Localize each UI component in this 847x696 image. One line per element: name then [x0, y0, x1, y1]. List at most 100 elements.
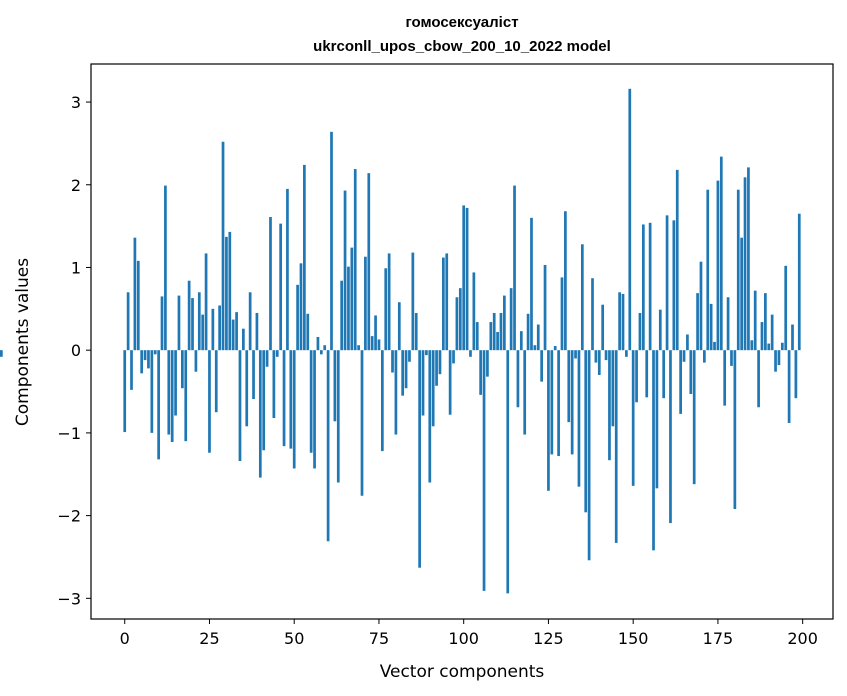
bar-53: [303, 164, 306, 351]
bar-128: [557, 350, 560, 457]
bar-178: [726, 297, 730, 351]
plot-frame: [90, 63, 834, 620]
bar-168: [692, 350, 696, 485]
bar-152: [638, 312, 642, 351]
y-tick-label: 3: [71, 93, 81, 112]
bar-81: [397, 302, 401, 351]
bar-0: [123, 350, 127, 433]
bar-108: [489, 322, 493, 351]
bar-90: [428, 350, 432, 483]
bar-61: [330, 131, 333, 351]
bar-3: [133, 237, 137, 351]
bar-115: [513, 185, 516, 351]
bar-149: [628, 88, 632, 351]
bar-184: [747, 167, 750, 351]
bar-94: [442, 257, 445, 351]
bar-64: [340, 280, 344, 351]
bar-84: [408, 350, 411, 362]
bar-32: [231, 319, 235, 351]
bar-49: [289, 350, 293, 449]
bar-56: [313, 350, 316, 469]
bar-180: [733, 350, 737, 509]
bar-133: [574, 350, 577, 359]
bar-110: [496, 331, 499, 351]
bar-183: [743, 177, 747, 351]
bar-15: [174, 350, 177, 416]
bar-7: [147, 350, 150, 369]
bar-83: [404, 350, 408, 389]
bar-145: [614, 350, 618, 543]
x-tick-label: 125: [533, 629, 564, 648]
bar-51: [296, 284, 299, 351]
bar-40: [258, 350, 262, 478]
bar-135: [580, 244, 584, 351]
bar-118: [523, 350, 527, 435]
bar-38: [252, 350, 255, 399]
bar-101: [465, 207, 469, 351]
bar-125: [547, 350, 550, 491]
bar-87: [418, 350, 421, 568]
bar-167: [689, 350, 693, 395]
bar-6: [143, 350, 147, 361]
x-tick-label: 50: [284, 629, 304, 648]
bar-23: [201, 314, 205, 351]
bar-137: [587, 350, 591, 561]
bar-91: [431, 350, 435, 427]
bar-26: [211, 308, 215, 351]
bar-139: [594, 350, 598, 363]
bar-72: [367, 173, 371, 351]
bar-156: [652, 350, 655, 551]
bar-60: [326, 350, 330, 542]
y-tick-label: −1: [57, 424, 81, 443]
bar-164: [679, 350, 682, 414]
y-tick-label: −3: [57, 589, 81, 608]
bar-77: [384, 268, 388, 351]
bar-154: [645, 350, 649, 398]
bar-130: [564, 211, 567, 351]
bar-189: [764, 293, 767, 351]
bar-173: [709, 303, 713, 351]
bar-35: [242, 328, 245, 351]
bar-21: [194, 350, 198, 372]
bar-52: [299, 263, 303, 351]
bar-55: [309, 350, 313, 453]
bar-69: [357, 345, 360, 351]
bar-192: [774, 350, 777, 372]
bar-44: [272, 350, 276, 418]
bar-25: [208, 350, 211, 453]
bar-86: [414, 312, 418, 351]
bar-71: [364, 256, 367, 351]
bar-37: [248, 292, 252, 351]
bar-176: [719, 156, 723, 351]
bar-12: [164, 185, 167, 351]
bar-182: [740, 237, 743, 351]
bar-179: [730, 350, 733, 366]
bar-30: [225, 236, 228, 351]
bar-160: [665, 215, 669, 351]
bar-47: [282, 350, 286, 447]
bar-18: [184, 350, 188, 442]
bar-95: [445, 253, 449, 351]
bar-123: [540, 350, 544, 382]
bar-50: [292, 350, 296, 469]
bar-11: [160, 296, 164, 351]
bar-174: [713, 341, 716, 351]
bar-195: [784, 265, 788, 351]
bar-63: [336, 350, 340, 483]
bar-39: [255, 312, 259, 351]
bar-17: [181, 350, 184, 389]
bar-103: [472, 272, 476, 351]
bar-162: [672, 220, 676, 351]
bar-82: [401, 350, 405, 396]
chart-title: гомосексуаліст: [405, 14, 518, 31]
bar-126: [550, 350, 554, 455]
bar-36: [245, 350, 249, 427]
bar-70: [360, 350, 364, 496]
bar-9: [153, 350, 157, 355]
bar-146: [618, 292, 621, 351]
bar-117: [519, 331, 523, 351]
bar-196: [787, 350, 791, 423]
bar-150: [631, 350, 635, 486]
bar-158: [658, 309, 662, 351]
bar-190: [767, 343, 771, 351]
